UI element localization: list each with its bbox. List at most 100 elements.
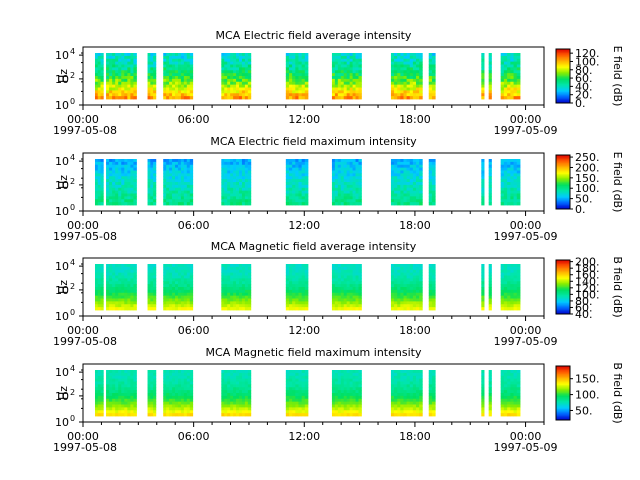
spectrogram-cell [346, 370, 351, 374]
spectrogram-cell [343, 64, 348, 68]
spectrogram-cell [163, 179, 167, 183]
spectrogram-cell [121, 67, 125, 71]
spectrogram-cell [166, 67, 170, 71]
spectrogram-cell [233, 372, 237, 377]
spectrogram-cell [431, 387, 436, 391]
spectrogram-cell [513, 184, 518, 189]
spectrogram-cell [513, 167, 518, 171]
spectrogram-cell [295, 173, 299, 177]
spectrogram-cell [295, 161, 299, 166]
spectrogram-cell [500, 292, 505, 297]
spectrogram-cell [331, 381, 336, 385]
spectrogram-cell [292, 304, 296, 308]
spectrogram-cell [403, 58, 408, 63]
spectrogram-cell [127, 289, 131, 294]
spectrogram-cell [403, 378, 408, 382]
spectrogram-cell [428, 196, 433, 200]
spectrogram-cell [233, 159, 237, 163]
spectrogram-cell [403, 182, 408, 186]
spectrogram-cell [400, 401, 404, 405]
spectrogram-cell [121, 167, 125, 171]
spectrogram-cell [416, 370, 420, 374]
spectrogram-cell [510, 81, 514, 86]
spectrogram-cell [153, 301, 157, 305]
spectrogram-cell [150, 93, 154, 97]
spectrogram-cell [236, 393, 240, 397]
spectrogram-cell [292, 196, 296, 200]
spectrogram-cell [172, 196, 176, 200]
spectrogram-cell [390, 164, 395, 169]
spectrogram-cell [481, 87, 485, 91]
spectrogram-cell [516, 381, 521, 385]
spectrogram-cell [397, 202, 401, 206]
spectrogram-cell [100, 284, 104, 288]
spectrogram-cell [221, 266, 225, 271]
spectrogram-cell [289, 96, 293, 100]
spectrogram-cell [106, 287, 110, 291]
spectrogram-cell [516, 81, 521, 86]
spectrogram-cell [349, 173, 353, 177]
spectrogram-cell [516, 61, 521, 65]
spectrogram-cell [189, 264, 194, 268]
spectrogram-cell [124, 289, 128, 294]
spectrogram-cell [390, 275, 395, 279]
spectrogram-cell [109, 401, 113, 405]
spectrogram-cell [163, 161, 167, 166]
spectrogram-cell [510, 190, 514, 194]
spectrogram-cell [118, 159, 122, 163]
spectrogram-cell [285, 413, 290, 417]
spectrogram-cell [346, 304, 351, 308]
spectrogram-cell [166, 96, 170, 100]
spectrogram-cell [298, 281, 303, 285]
spectrogram-cell [133, 173, 137, 177]
spectrogram-cell [406, 164, 411, 169]
spectrogram-cell [331, 307, 336, 311]
spectrogram-cell [172, 287, 176, 291]
spectrogram-cell [244, 159, 249, 163]
spectrogram-cell [513, 193, 518, 197]
spectrogram-cell [285, 53, 290, 57]
spectrogram-cell [121, 90, 125, 94]
spectrogram-cell [118, 193, 122, 197]
spectrogram-cell [163, 378, 167, 382]
spectrogram-cell [150, 372, 154, 377]
spectrogram-cell [244, 187, 249, 192]
spectrogram-cell [304, 170, 309, 174]
spectrogram-cell [189, 301, 194, 305]
spectrogram-cell [112, 161, 116, 166]
spectrogram-cell [340, 393, 345, 397]
spectrogram-cell [106, 199, 110, 203]
spectrogram-cell [337, 170, 342, 174]
spectrogram-cell [500, 161, 505, 166]
spectrogram-cell [180, 381, 185, 385]
x-tick-label: 18:00 [399, 219, 431, 232]
spectrogram-cell [224, 167, 228, 171]
spectrogram-cell [115, 73, 119, 77]
spectrogram-cell [150, 272, 154, 276]
spectrogram-cell [127, 161, 131, 166]
spectrogram-cell [298, 76, 303, 80]
spectrogram-cell [153, 196, 157, 200]
spectrogram-cell [416, 170, 420, 174]
spectrogram-cell [390, 184, 395, 189]
spectrogram-cell [431, 272, 436, 276]
spectrogram-cell [304, 76, 309, 80]
colorbar-band [556, 281, 570, 284]
spectrogram-cell [481, 264, 485, 268]
spectrogram-cell [230, 70, 234, 74]
spectrogram-cell [507, 301, 511, 305]
colorbar-band [556, 265, 570, 268]
spectrogram-cell [409, 395, 414, 400]
spectrogram-cell [500, 84, 505, 88]
spectrogram-cell [241, 269, 246, 274]
spectrogram-cell [355, 90, 359, 94]
spectrogram-cell [355, 289, 359, 294]
spectrogram-cell [133, 301, 137, 305]
spectrogram-cell [516, 269, 521, 274]
spectrogram-cell [412, 298, 417, 302]
spectrogram-cell [224, 159, 228, 163]
spectrogram-cell [513, 81, 518, 86]
spectrogram-cell [292, 61, 296, 65]
spectrogram-cell [112, 202, 116, 206]
spectrogram-cell [403, 159, 408, 163]
